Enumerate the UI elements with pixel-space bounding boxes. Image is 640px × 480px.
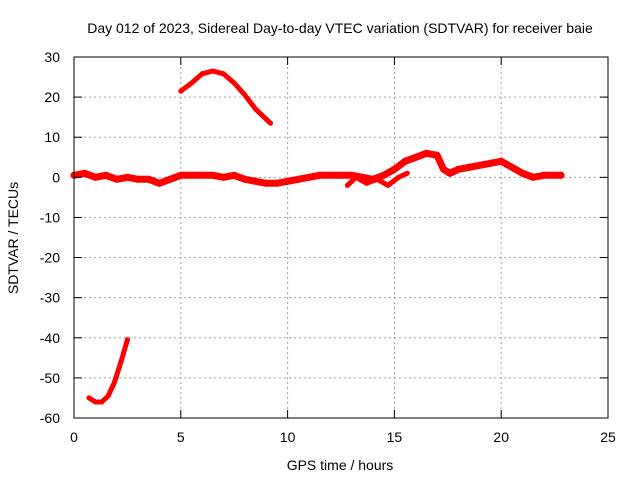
y-tick-label: -50	[40, 370, 60, 386]
data-point	[145, 175, 153, 183]
x-tick-label: 10	[280, 429, 296, 445]
data-point	[412, 153, 420, 161]
y-tick-label: -40	[40, 330, 60, 346]
data-point	[188, 171, 195, 179]
data-point	[401, 157, 409, 165]
data-point	[465, 163, 473, 171]
data-point	[166, 175, 174, 183]
data-point	[113, 175, 121, 183]
data-point	[209, 171, 217, 179]
series-upper-arc	[178, 68, 273, 126]
data-point	[123, 173, 131, 181]
data-point	[253, 106, 259, 112]
data-point	[455, 165, 462, 173]
data-point	[86, 395, 92, 401]
y-axis-label: SDTVAR / TECUs	[5, 182, 21, 294]
data-point	[519, 169, 527, 177]
data-point	[155, 179, 163, 187]
y-tick-label: -30	[40, 290, 60, 306]
data-point	[210, 68, 216, 74]
data-point	[178, 88, 184, 94]
data-point	[81, 169, 89, 177]
data-point	[177, 171, 185, 179]
data-point	[263, 116, 269, 122]
y-tick-label: -20	[40, 250, 60, 266]
data-point	[230, 171, 238, 179]
data-point	[540, 171, 548, 179]
data-point	[221, 71, 226, 77]
data-point	[102, 171, 110, 179]
data-point	[487, 159, 494, 167]
data-point	[557, 171, 565, 179]
data-point	[364, 180, 370, 186]
data-point	[508, 163, 516, 171]
data-point	[118, 359, 124, 365]
grid-layer	[74, 57, 608, 418]
data-point	[252, 177, 260, 185]
data-point	[198, 171, 206, 179]
data-point	[273, 179, 281, 187]
x-axis-label: GPS time / hours	[287, 457, 394, 473]
series-layer	[70, 68, 565, 405]
data-point	[134, 175, 142, 183]
chart-title: Day 012 of 2023, Sidereal Day-to-day VTE…	[87, 20, 593, 36]
y-tick-label: -10	[40, 209, 60, 225]
data-point	[231, 80, 237, 86]
x-tick-label: 5	[177, 429, 185, 445]
x-tick-label: 15	[387, 429, 403, 445]
x-tick-label: 20	[493, 429, 509, 445]
data-point	[220, 173, 227, 181]
x-tick-label: 0	[70, 429, 78, 445]
data-point	[422, 149, 430, 157]
data-point	[385, 182, 391, 188]
data-point	[476, 161, 484, 169]
data-point	[241, 175, 249, 183]
data-point	[353, 174, 359, 180]
y-tick-label: 30	[44, 49, 60, 65]
data-point	[497, 157, 505, 165]
data-point	[124, 337, 130, 343]
data-point	[404, 170, 410, 176]
data-point	[242, 92, 248, 98]
data-point	[529, 173, 537, 181]
data-point	[294, 175, 302, 183]
y-tick-label: -60	[40, 410, 60, 426]
data-point	[390, 165, 398, 173]
data-point	[268, 120, 273, 126]
data-point	[284, 177, 292, 185]
x-tick-label: 25	[600, 429, 616, 445]
data-point	[551, 171, 559, 179]
data-point	[433, 151, 441, 159]
data-point	[326, 171, 334, 179]
data-point	[440, 165, 447, 173]
data-point	[344, 182, 350, 188]
data-point	[380, 171, 388, 179]
data-point	[305, 173, 313, 181]
y-tick-label: 10	[44, 129, 60, 145]
data-point	[91, 173, 99, 181]
data-point	[337, 171, 345, 179]
series-lower-arc	[86, 337, 130, 405]
plot-frame	[73, 56, 609, 419]
data-point	[374, 176, 380, 182]
y-tick-label: 0	[52, 169, 60, 185]
data-point	[105, 393, 111, 399]
data-point	[446, 169, 454, 177]
data-point	[199, 71, 205, 77]
data-point	[396, 174, 402, 180]
ticks-layer: 30 20 10 0 -10 -20 -30 -40 -50 -60 0 5 10 15 20 25	[40, 49, 616, 445]
y-tick-label: 20	[44, 89, 60, 105]
data-point	[189, 80, 194, 86]
data-point	[92, 399, 98, 405]
data-point	[99, 399, 105, 405]
data-point	[316, 171, 324, 179]
data-point	[112, 379, 118, 385]
data-point	[262, 179, 270, 187]
